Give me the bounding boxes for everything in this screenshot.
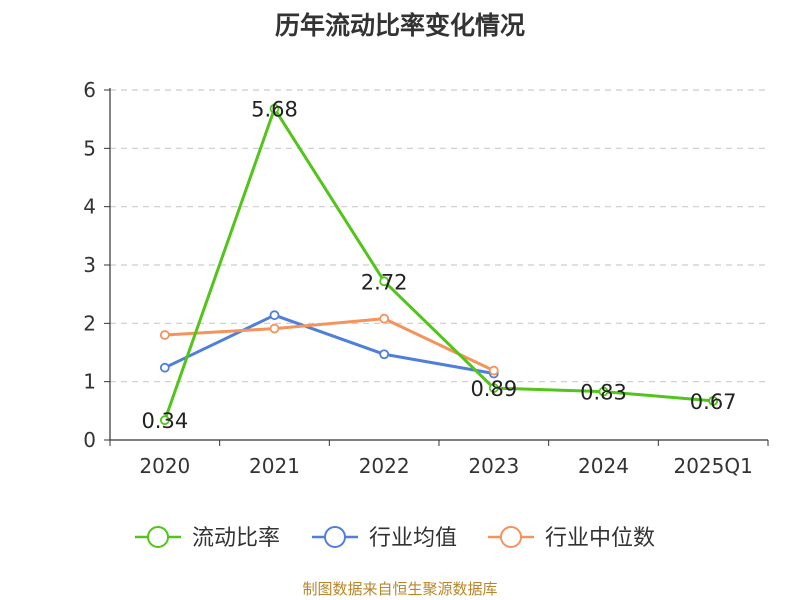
data-point <box>159 330 170 340</box>
x-tick-label: 2020 <box>139 454 190 478</box>
x-tick-label: 2025Q1 <box>673 454 752 478</box>
legend-marker <box>147 526 169 548</box>
legend-marker <box>500 526 522 548</box>
y-tick-label: 4 <box>83 195 96 219</box>
x-tick-label: 2023 <box>468 454 519 478</box>
x-tick-label: 2024 <box>578 454 629 478</box>
y-tick-label: 0 <box>83 428 96 452</box>
data-point <box>598 386 609 397</box>
y-tick-label: 5 <box>83 136 96 160</box>
data-label: 5.68 <box>251 98 298 122</box>
data-label: 2.72 <box>361 270 408 294</box>
data-label: 0.89 <box>470 377 517 401</box>
data-point <box>269 323 280 334</box>
data-point <box>488 365 499 376</box>
data-point <box>708 396 719 406</box>
series-line-0 <box>163 107 714 421</box>
x-tick-label: 2022 <box>359 454 410 478</box>
data-label: 0.34 <box>141 409 188 433</box>
series-line-2 <box>164 317 495 372</box>
legend-label: 行业均值 <box>369 526 457 551</box>
y-tick-label: 6 <box>83 78 96 102</box>
data-point <box>379 349 390 360</box>
y-tick-label: 2 <box>83 311 96 335</box>
data-point <box>159 415 170 426</box>
data-point <box>488 383 499 393</box>
data-point <box>159 362 170 373</box>
legend-marker <box>324 526 346 548</box>
legend-label: 流动比率 <box>192 526 280 551</box>
chart-title: 历年流动比率变化情况 <box>274 11 525 40</box>
data-point <box>379 276 390 287</box>
data-point <box>379 313 390 324</box>
data-label: 0.67 <box>690 390 737 414</box>
data-point <box>269 103 280 114</box>
data-source-note: 制图数据来自恒生聚源数据库 <box>302 580 498 598</box>
series-line-1 <box>164 313 495 375</box>
x-tick-label: 2021 <box>249 454 300 478</box>
y-tick-label: 1 <box>83 370 96 394</box>
legend-label: 行业中位数 <box>545 526 655 551</box>
data-point <box>269 310 280 321</box>
data-label: 0.83 <box>580 381 627 405</box>
y-tick-label: 3 <box>83 253 96 277</box>
